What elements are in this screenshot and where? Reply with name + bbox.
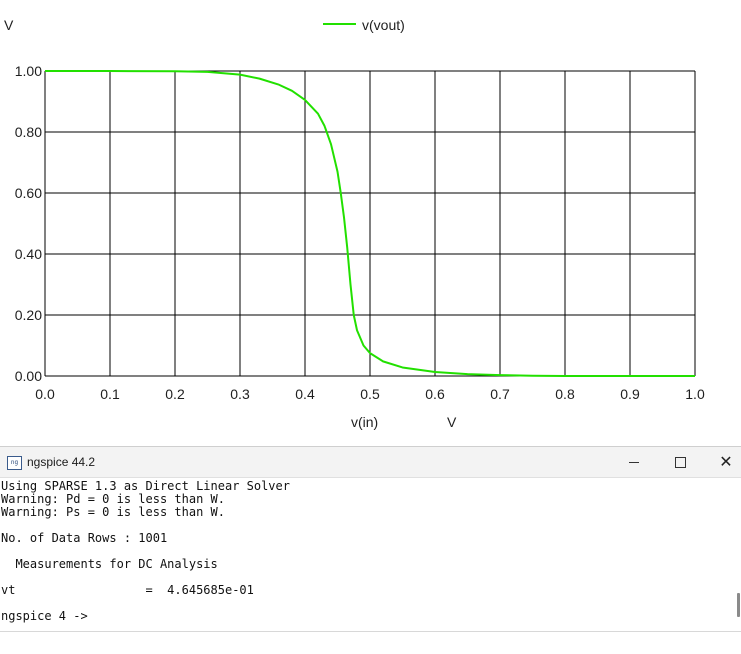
console-line: Measurements for DC Analysis [1, 557, 218, 571]
console-line: Using SPARSE 1.3 as Direct Linear Solver [1, 479, 290, 493]
y-tick-label: 0.60 [15, 185, 42, 201]
bottom-strip [0, 631, 741, 654]
grid-layer [44, 70, 696, 377]
x-tick-label: 0.3 [230, 386, 250, 402]
x-axis-unit: V [447, 414, 457, 430]
console-output[interactable]: Using SPARSE 1.3 as Direct Linear Solver… [0, 478, 741, 630]
y-tick-label: 0.00 [15, 368, 42, 384]
x-tick-label: 0.1 [100, 386, 120, 402]
scrollbar-thumb[interactable] [737, 593, 740, 617]
window-titlebar[interactable]: ng ngspice 44.2 ✕ [0, 447, 741, 478]
x-tick-label: 0.0 [35, 386, 55, 402]
legend-label: v(vout) [362, 17, 405, 33]
series-layer [45, 70, 695, 377]
x-tick-label: 0.9 [620, 386, 640, 402]
y-tick-label: 0.80 [15, 124, 42, 140]
close-button[interactable]: ✕ [703, 447, 741, 477]
console-line: Warning: Pd = 0 is less than W. [1, 492, 225, 506]
x-tick-label: 0.8 [555, 386, 575, 402]
x-axis-label: v(in) [351, 414, 378, 430]
x-tick-label: 0.6 [425, 386, 445, 402]
x-tick-label: 0.7 [490, 386, 510, 402]
console-prompt[interactable]: ngspice 4 -> [1, 609, 88, 623]
minimize-icon [629, 461, 639, 463]
y-tick-label: 0.40 [15, 246, 42, 262]
tick-layer: 0.0 0.1 0.2 0.3 0.4 0.5 0.6 0.7 0.8 0.9 1.0 0.00 0.2… [15, 63, 705, 402]
x-tick-label: 1.0 [685, 386, 705, 402]
console-line: No. of Data Rows : 1001 [1, 531, 168, 545]
maximize-button[interactable] [657, 447, 703, 477]
x-tick-label: 0.2 [165, 386, 185, 402]
close-icon: ✕ [719, 452, 733, 471]
window-title: ngspice 44.2 [27, 455, 96, 469]
console-line: vt = 4.645685e-01 [1, 583, 254, 597]
ngspice-app-icon: ng [7, 456, 22, 470]
maximize-icon [674, 456, 686, 468]
y-tick-label: 1.00 [15, 63, 42, 79]
y-tick-label: 0.20 [15, 307, 42, 323]
minimize-button[interactable] [611, 447, 657, 477]
x-tick-label: 0.4 [295, 386, 315, 402]
ngspice-console-window: ng ngspice 44.2 ✕ Using SPARSE 1.3 as Di… [0, 446, 741, 632]
plot-area: 0.0 0.1 0.2 0.3 0.4 0.5 0.6 0.7 0.8 0.9 1.0 0.00 0.2… [4, 17, 705, 430]
y-axis-label: V [4, 17, 14, 33]
plot-svg: 0.0 0.1 0.2 0.3 0.4 0.5 0.6 0.7 0.8 0.9 1.0 0.00 0.2… [4, 17, 705, 430]
console-line: Warning: Ps = 0 is less than W. [1, 505, 225, 519]
x-tick-label: 0.5 [360, 386, 380, 402]
series-line-vout [45, 70, 695, 377]
